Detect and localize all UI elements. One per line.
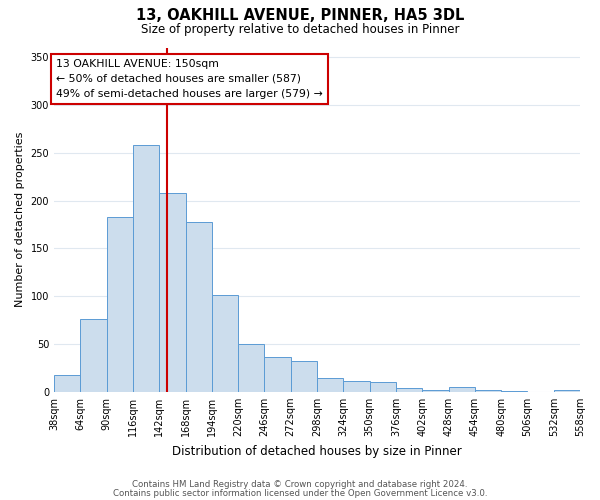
Bar xyxy=(475,390,501,392)
Bar xyxy=(238,344,265,392)
Bar xyxy=(212,295,238,392)
Text: Size of property relative to detached houses in Pinner: Size of property relative to detached ho… xyxy=(141,22,459,36)
Text: 13 OAKHILL AVENUE: 150sqm
← 50% of detached houses are smaller (587)
49% of semi: 13 OAKHILL AVENUE: 150sqm ← 50% of detac… xyxy=(56,59,323,98)
Bar xyxy=(396,388,422,392)
Bar xyxy=(501,391,527,392)
Bar xyxy=(554,390,580,392)
Bar xyxy=(317,378,343,392)
Bar xyxy=(133,145,159,392)
Bar xyxy=(107,217,133,392)
Bar xyxy=(54,374,80,392)
Bar xyxy=(185,222,212,392)
X-axis label: Distribution of detached houses by size in Pinner: Distribution of detached houses by size … xyxy=(172,444,462,458)
Bar xyxy=(343,382,370,392)
Bar xyxy=(159,193,185,392)
Y-axis label: Number of detached properties: Number of detached properties xyxy=(15,132,25,308)
Bar xyxy=(265,358,291,392)
Text: Contains HM Land Registry data © Crown copyright and database right 2024.: Contains HM Land Registry data © Crown c… xyxy=(132,480,468,489)
Bar xyxy=(422,390,449,392)
Text: 13, OAKHILL AVENUE, PINNER, HA5 3DL: 13, OAKHILL AVENUE, PINNER, HA5 3DL xyxy=(136,8,464,22)
Bar xyxy=(80,319,107,392)
Bar xyxy=(291,361,317,392)
Bar xyxy=(370,382,396,392)
Text: Contains public sector information licensed under the Open Government Licence v3: Contains public sector information licen… xyxy=(113,489,487,498)
Bar xyxy=(449,387,475,392)
